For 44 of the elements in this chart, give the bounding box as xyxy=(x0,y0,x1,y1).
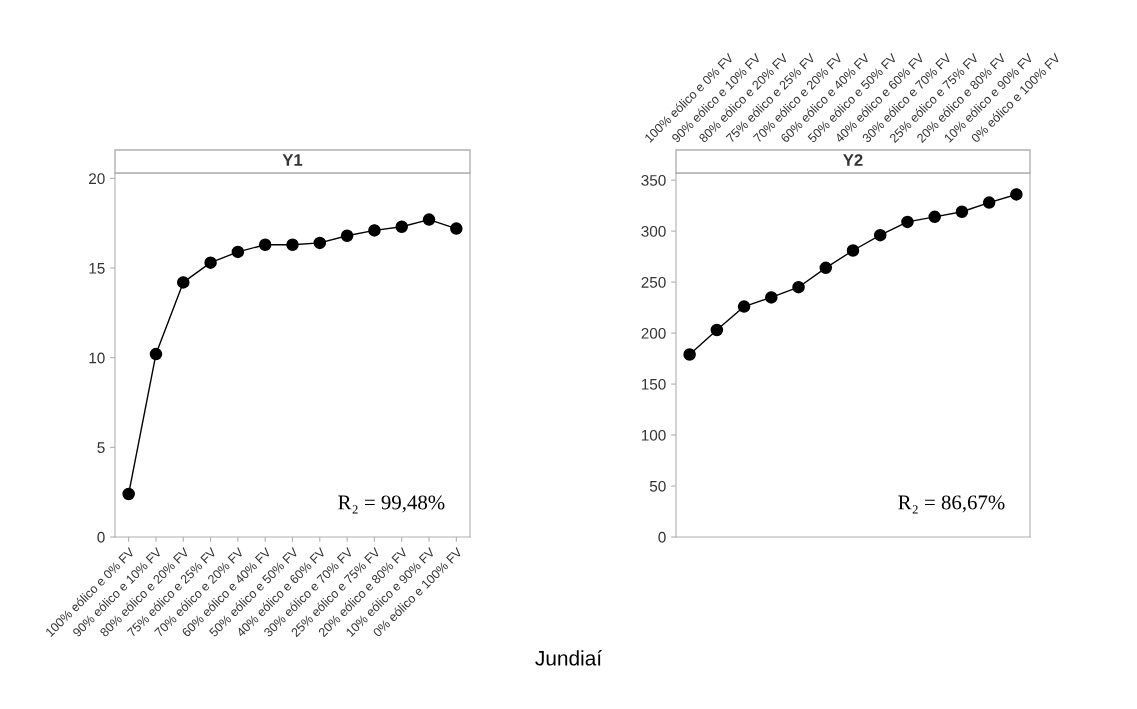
point xyxy=(313,236,327,250)
point xyxy=(710,323,724,337)
point xyxy=(422,213,436,226)
point xyxy=(177,276,190,289)
y-tick-label: 350 xyxy=(641,175,666,186)
point xyxy=(395,220,408,234)
y-tick-label: 0 xyxy=(97,531,105,543)
chart-title: Y1 xyxy=(282,154,303,166)
point xyxy=(286,238,299,251)
y-tick-label: 50 xyxy=(649,480,666,492)
point xyxy=(340,229,354,243)
point xyxy=(819,261,833,275)
y-tick-label: 100 xyxy=(641,429,666,441)
point xyxy=(1010,188,1023,201)
point xyxy=(204,256,217,269)
point xyxy=(258,238,272,251)
y-tick-label: 150 xyxy=(641,378,666,390)
y-tick-label: 10 xyxy=(89,352,105,364)
point xyxy=(149,347,163,361)
y-tick-label: 5 xyxy=(97,442,105,454)
point xyxy=(122,487,135,501)
point xyxy=(873,228,887,242)
annotation: R₂ = 99,48% xyxy=(338,495,445,514)
point xyxy=(765,291,778,304)
point xyxy=(928,210,941,224)
point xyxy=(846,244,860,257)
y-tick-label: 0 xyxy=(658,531,666,543)
point xyxy=(792,280,805,294)
point xyxy=(368,224,381,237)
point xyxy=(683,348,696,361)
chart-title: Y2 xyxy=(843,154,863,166)
point xyxy=(901,215,914,229)
y-tick-label: 20 xyxy=(89,173,105,185)
point xyxy=(737,300,751,313)
y-tick-label: 15 xyxy=(89,263,105,274)
y-tick-label: 200 xyxy=(641,327,666,339)
annotation: R₂ = 86,67% xyxy=(898,495,1005,514)
point xyxy=(231,245,245,259)
point xyxy=(982,196,996,209)
point xyxy=(450,222,463,235)
point xyxy=(955,205,969,218)
y-tick-label: 300 xyxy=(641,225,666,237)
y-tick-label: 250 xyxy=(641,276,666,288)
text: Jundiaí xyxy=(535,650,602,666)
